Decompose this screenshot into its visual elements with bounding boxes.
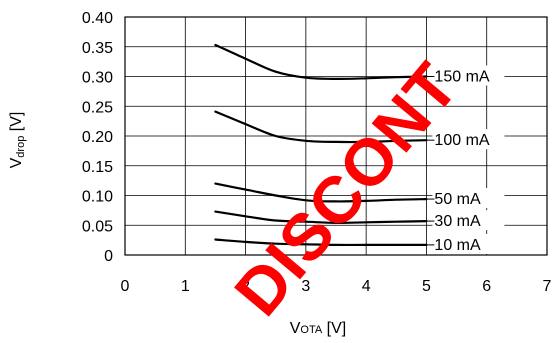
series-label-background (432, 233, 505, 254)
y-tick-label: 0.30 (82, 70, 113, 87)
y-tick-label: 0.10 (82, 189, 113, 206)
series-curves (214, 43, 428, 247)
x-tick-label: 0 (121, 278, 130, 295)
series-label-background (432, 210, 505, 231)
series-line (214, 182, 428, 203)
y-axis-title-subscript: drop (15, 136, 27, 158)
x-tick-labels: 0 1 2 3 4 5 6 7 (121, 278, 552, 295)
series-line (214, 110, 428, 144)
x-axis-title: VOTA [V] (290, 320, 346, 337)
x-tick-label: 7 (543, 278, 552, 295)
series-labels: 150 mA 100 mA 50 mA 30 mA 10 mA (426, 65, 505, 254)
series-label-background (432, 65, 505, 86)
y-tick-label: 0.35 (82, 40, 113, 57)
series-line (214, 43, 428, 81)
series-line (214, 238, 428, 247)
x-tick-label: 5 (422, 278, 431, 295)
x-tick-label: 6 (482, 278, 491, 295)
x-axis-title-subscript: OTA (300, 324, 322, 336)
y-tick-label: 0.20 (82, 129, 113, 146)
series-label: 30 mA (434, 213, 481, 230)
x-tick-label: 3 (301, 278, 310, 295)
y-tick-label: 0.40 (82, 10, 113, 27)
y-tick-label: 0.15 (82, 159, 113, 176)
series-label-background (432, 188, 505, 209)
series-label: 100 mA (434, 132, 489, 149)
series-label: 50 mA (434, 191, 481, 208)
series-label: 150 mA (434, 69, 489, 86)
x-tick-label: 4 (362, 278, 371, 295)
x-tick-label: 2 (241, 278, 250, 295)
y-tick-label: 0.25 (82, 99, 113, 116)
series-label: 10 mA (434, 237, 481, 254)
y-tick-label: 0.05 (82, 218, 113, 235)
y-tick-labels: 0 0.05 0.10 0.15 0.20 0.25 0.30 0.35 0.40 (82, 10, 113, 265)
y-axis-title: Vdrop [V] (8, 112, 27, 169)
plot-frame (124, 16, 548, 256)
series-label-background (432, 129, 505, 150)
x-tick-label: 1 (181, 278, 190, 295)
series-line (214, 210, 428, 225)
y-tick-label: 0 (104, 248, 113, 265)
